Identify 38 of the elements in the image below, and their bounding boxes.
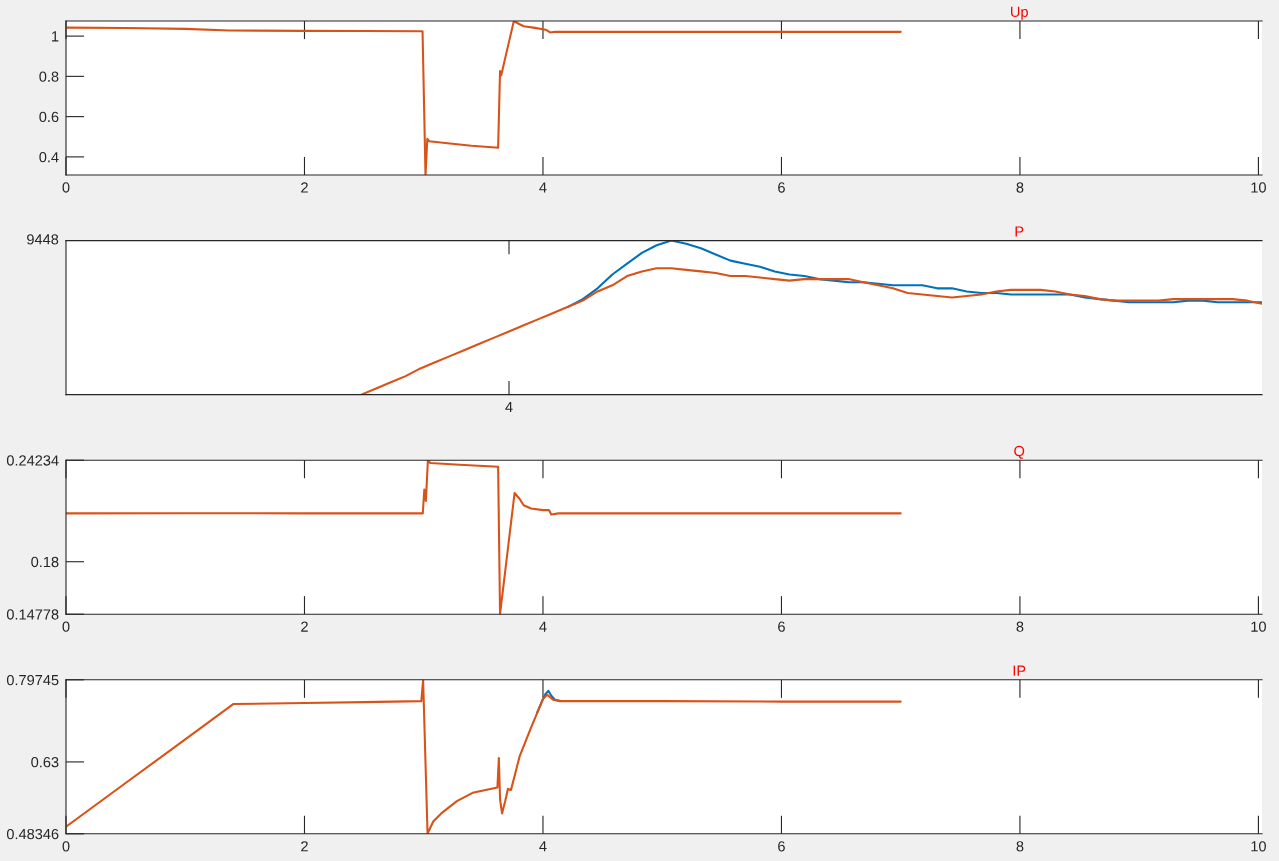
x-tick-label: 10: [1251, 841, 1266, 852]
y-tick-label: 0.18: [31, 556, 59, 568]
y-tick-label: 0.4: [39, 151, 59, 163]
line-series: [66, 679, 902, 834]
chart-title: Up: [1011, 6, 1028, 20]
y-tick-label: 0.48346: [6, 828, 59, 840]
x-tick-label: 6: [778, 841, 785, 852]
x-tick-label: 0: [62, 182, 70, 193]
y-tick-label: 0.24234: [6, 455, 59, 466]
y-tick-label: 0.8: [39, 71, 59, 82]
x-tick-label: 0: [62, 841, 70, 852]
chart-title: P: [1015, 226, 1024, 237]
text: 9448: [27, 234, 59, 245]
y-tick-label: 0.79745: [6, 674, 59, 686]
y-tick-label: 0.6: [39, 111, 59, 123]
x-tick-label: 4: [539, 841, 547, 852]
x-tick-label: 8: [1016, 841, 1024, 852]
line-series: [66, 460, 902, 615]
x-tick-label: 6: [778, 182, 785, 193]
chart-title: IP: [1013, 665, 1026, 676]
x-tick-label: 10: [1251, 182, 1266, 193]
x-tick-label: 8: [1016, 182, 1024, 193]
text: 4: [505, 402, 513, 413]
y-tick-label: 0.63: [31, 757, 59, 768]
y-tick-label: 1: [52, 31, 59, 42]
x-tick-label: 6: [778, 621, 785, 632]
x-tick-label: 0: [62, 621, 70, 632]
x-tick-label: 2: [301, 841, 308, 852]
line-series: [66, 21, 902, 175]
x-tick-label: 2: [301, 182, 308, 193]
y-tick-label: 0.14778: [6, 609, 59, 620]
x-tick-label: 4: [539, 621, 547, 632]
x-tick-label: 8: [1016, 621, 1024, 632]
chart-title: Q: [1014, 445, 1025, 459]
x-tick-label: 4: [539, 182, 547, 193]
x-tick-label: 10: [1251, 621, 1266, 632]
line-series: [535, 689, 562, 714]
x-tick-label: 2: [301, 621, 308, 632]
